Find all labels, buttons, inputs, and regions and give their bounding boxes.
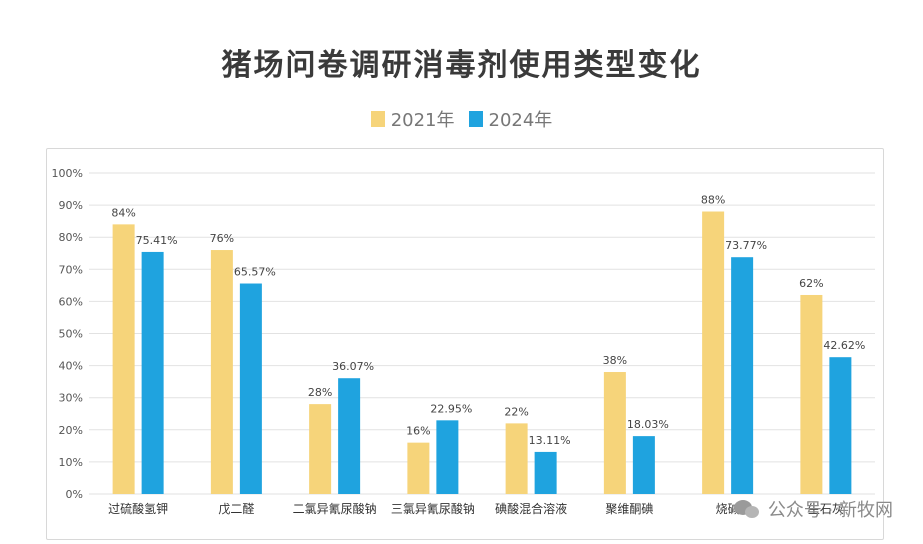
- data-label: 22%: [504, 405, 528, 418]
- bar-2021: [603, 372, 626, 494]
- data-label: 62%: [799, 277, 823, 290]
- data-label: 75.41%: [136, 234, 178, 247]
- y-tick-label: 70%: [59, 263, 83, 276]
- data-label: 13.11%: [529, 434, 571, 447]
- bar-2024: [829, 357, 852, 494]
- legend-item-2021: 2021年: [370, 106, 455, 132]
- bar-2021: [112, 224, 135, 495]
- data-label: 65.57%: [234, 266, 276, 279]
- watermark-text: 公众号 · 新牧网: [767, 500, 893, 521]
- bar-2024: [239, 283, 262, 494]
- data-label: 16%: [406, 425, 430, 438]
- legend-swatch-2021: [370, 111, 385, 127]
- bar-2021: [210, 250, 233, 494]
- x-tick-label: 过硫酸氢钾: [108, 501, 168, 516]
- legend-label-2024: 2024年: [488, 110, 553, 131]
- bar-2024: [534, 451, 557, 494]
- data-label: 76%: [210, 232, 234, 245]
- x-tick-label: 二氯异氰尿酸钠: [293, 501, 377, 516]
- x-tick-label: 烧碱: [716, 502, 740, 516]
- y-tick-label: 80%: [59, 231, 83, 244]
- x-tick-label: 戊二醛: [218, 501, 254, 516]
- y-tick-label: 50%: [59, 328, 83, 341]
- bar-2021: [407, 442, 430, 494]
- data-label: 38%: [603, 354, 627, 367]
- y-tick-label: 40%: [59, 360, 83, 373]
- bar-2024: [338, 378, 361, 494]
- x-tick-label: 聚维酮碘: [605, 502, 653, 516]
- y-tick-label: 60%: [59, 295, 83, 308]
- legend-swatch-2024: [468, 111, 483, 127]
- data-label: 88%: [701, 194, 725, 207]
- x-tick-label: 碘酸混合溶液: [495, 501, 567, 516]
- data-label: 42.62%: [823, 339, 865, 352]
- data-label: 28%: [308, 386, 332, 399]
- data-label: 84%: [111, 206, 135, 219]
- bar-2024: [436, 420, 459, 494]
- data-label: 73.77%: [725, 239, 767, 252]
- bar-2021: [702, 211, 725, 494]
- watermark: 公众号 · 新牧网: [733, 496, 893, 522]
- chart-legend: 2021年 2024年: [0, 106, 923, 132]
- bar-2021: [800, 294, 823, 494]
- data-label: 36.07%: [332, 360, 374, 373]
- y-tick-label: 100%: [52, 167, 83, 180]
- y-tick-label: 30%: [59, 392, 83, 405]
- bar-2021: [505, 423, 528, 494]
- bar-chart: 0% 10% 20% 30% 40% 50% 60% 70% 80% 90% 100% 84% 75.4…: [52, 167, 875, 516]
- chart-frame: 0% 10% 20% 30% 40% 50% 60% 70% 80% 90% 100% 84% 75.4…: [46, 148, 884, 540]
- legend-label-2021: 2021年: [390, 110, 455, 131]
- y-tick-label: 0%: [66, 488, 83, 501]
- chart-title: 猪场问卷调研消毒剂使用类型变化: [221, 48, 702, 83]
- bar-2024: [731, 257, 754, 494]
- y-tick-label: 90%: [59, 199, 83, 212]
- data-label: 18.03%: [627, 418, 669, 431]
- y-tick-label: 20%: [59, 424, 83, 437]
- bar-2024: [141, 251, 164, 494]
- x-tick-label: 生石灰: [808, 502, 844, 516]
- x-tick-label: 三氯异氰尿酸钠: [391, 501, 475, 516]
- wechat-icon: [733, 498, 762, 520]
- y-tick-label: 10%: [59, 456, 83, 469]
- bar-2024: [632, 436, 655, 494]
- data-label: 22.95%: [430, 402, 472, 415]
- bar-2021: [309, 404, 332, 494]
- legend-item-2024: 2024年: [468, 106, 553, 132]
